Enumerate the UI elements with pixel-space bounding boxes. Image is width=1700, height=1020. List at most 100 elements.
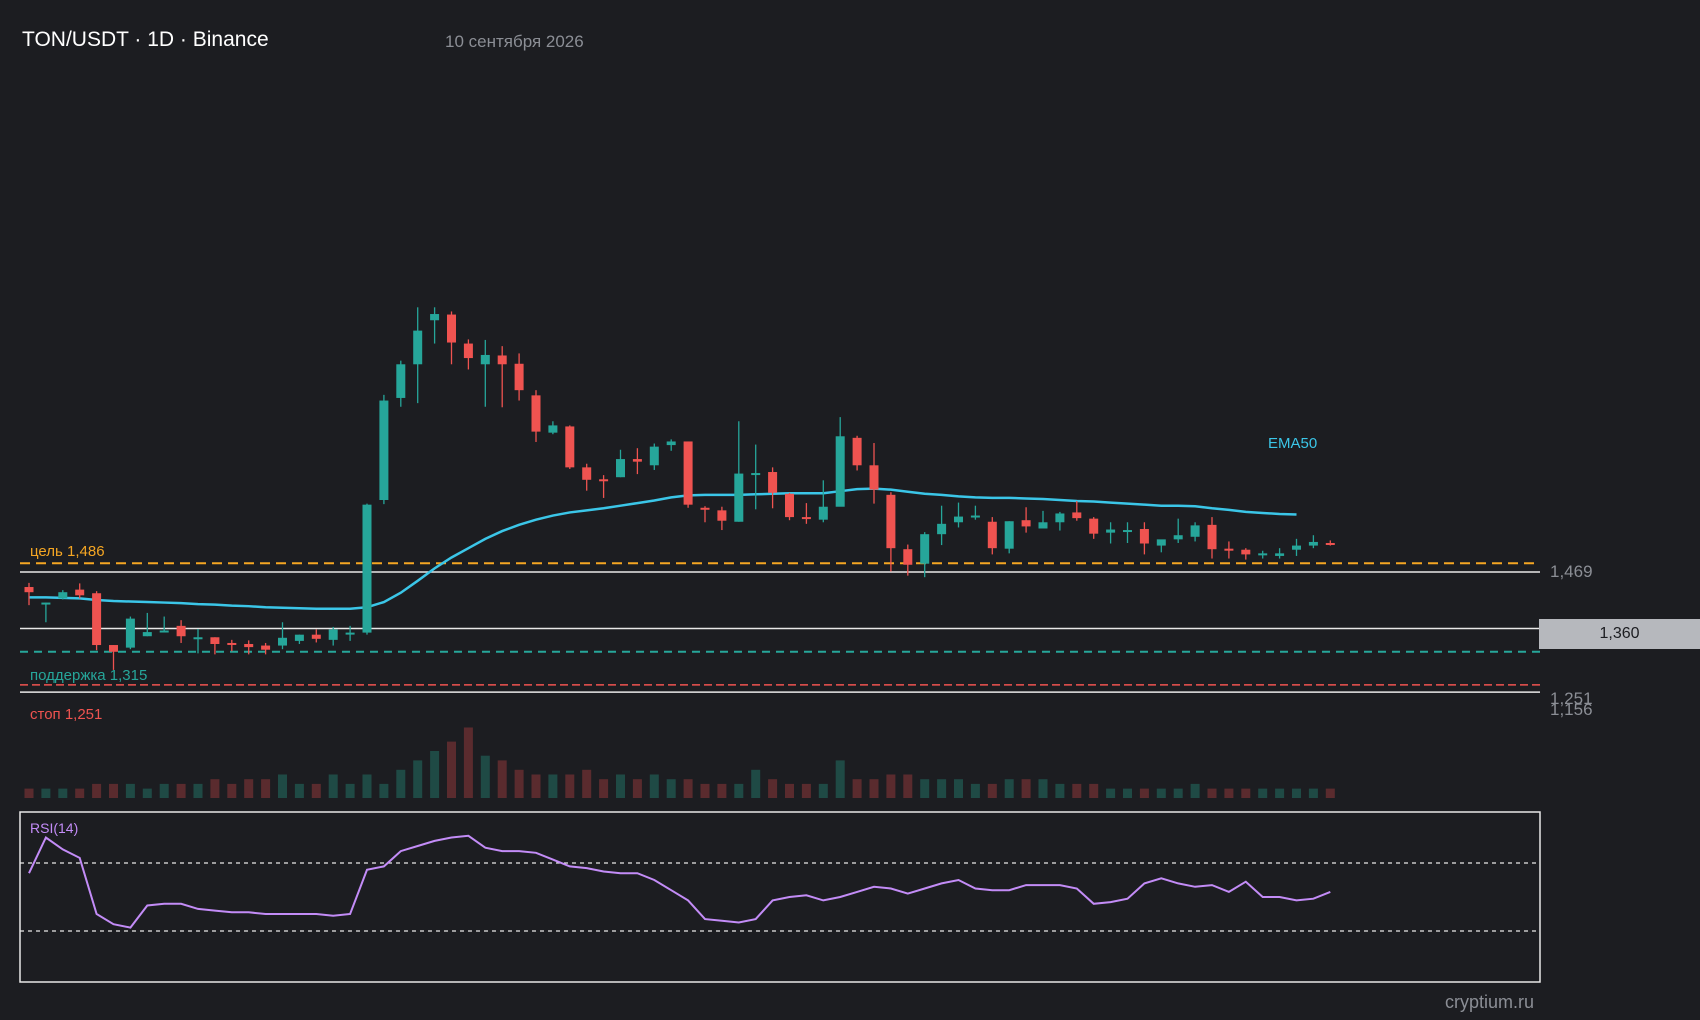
watermark: cryptium.ru: [1445, 992, 1535, 1012]
volume-bar: [818, 783, 828, 798]
candle-body: [41, 602, 51, 605]
volume-bar: [565, 774, 575, 798]
volume-bar: [447, 741, 456, 798]
volume-bar: [1123, 788, 1132, 798]
axis-price-label: 1,156: [1550, 700, 1593, 719]
volume-bar: [1156, 788, 1166, 798]
volume-bar: [176, 783, 186, 798]
candle-body: [328, 629, 338, 640]
volume-bar: [125, 783, 135, 798]
volume-bar: [396, 769, 406, 798]
rsi-label: RSI(14): [30, 820, 79, 836]
candle-body: [852, 437, 862, 466]
candle-body: [632, 459, 642, 462]
volume-bar: [1275, 788, 1285, 798]
candle-body: [751, 473, 761, 476]
volume-bar: [785, 783, 794, 798]
candle-body: [920, 534, 930, 564]
candle-body: [430, 314, 440, 321]
volume-bar: [58, 788, 68, 798]
volume-bar: [227, 783, 237, 798]
volume-bar: [1325, 788, 1335, 798]
candle-body: [1004, 521, 1014, 549]
volume-bar: [1089, 783, 1099, 798]
volume-bar: [75, 788, 85, 798]
volume-bar: [937, 779, 947, 798]
candles: [24, 307, 1335, 670]
volume-bar: [1292, 788, 1301, 798]
candle-body: [58, 592, 68, 599]
volume-bar: [244, 779, 254, 798]
candle-body: [886, 494, 896, 549]
volume-bar: [717, 783, 727, 798]
candle-body: [717, 510, 727, 521]
candle-body: [244, 644, 254, 648]
candle-body: [835, 436, 845, 507]
ema50-line: [29, 487, 1297, 611]
candle-body: [159, 630, 169, 633]
candle-body: [801, 517, 811, 520]
candle-body: [768, 472, 778, 493]
candle-body: [531, 395, 541, 432]
candle-body: [227, 642, 237, 645]
ema50-label: EMA50: [1268, 435, 1318, 452]
candle-body: [970, 515, 980, 518]
volume-bar: [869, 779, 879, 798]
volume-bar: [159, 783, 169, 798]
candle-body: [1139, 529, 1149, 544]
candle-body: [176, 625, 186, 637]
volume-bar: [24, 788, 34, 798]
candle-body: [599, 479, 609, 482]
volume-bar: [362, 774, 372, 798]
axis-price-label: 1,251: [1550, 689, 1593, 708]
volume-bar: [632, 779, 642, 798]
volume-bar: [582, 769, 592, 798]
volume-bar: [1106, 788, 1116, 798]
volume-bar: [514, 769, 524, 798]
volume-bar: [954, 779, 963, 798]
volume-bar: [886, 774, 896, 798]
candle-body: [75, 589, 85, 596]
candle-body: [785, 493, 794, 518]
candle-body: [362, 504, 372, 633]
target-level-label: цель 1,486: [30, 543, 105, 560]
candle-body: [396, 364, 406, 398]
volume-bar: [649, 774, 659, 798]
volume-bar: [1207, 788, 1217, 798]
candle-body: [24, 587, 34, 593]
candle-body: [311, 634, 321, 639]
volume-bar: [278, 774, 287, 798]
candle-body: [1224, 548, 1234, 551]
candle-body: [1173, 535, 1183, 540]
volume-bar: [1038, 779, 1048, 798]
candle-body: [1038, 522, 1048, 529]
candle-body: [616, 459, 625, 478]
volume-bar: [413, 760, 423, 798]
candle-body: [1190, 525, 1200, 537]
support-level-label: поддержка 1,315: [30, 667, 148, 684]
candle-body: [734, 473, 744, 522]
volume-bar: [1190, 783, 1200, 798]
candle-body: [818, 506, 828, 520]
candle-body: [1308, 541, 1318, 546]
rsi-line: [28, 834, 1331, 929]
volume-bar: [1258, 788, 1268, 798]
candle-body: [210, 637, 220, 645]
volume-bar: [751, 769, 761, 798]
volume-bar: [311, 783, 321, 798]
volume-bar: [261, 779, 271, 798]
price-levels: [20, 562, 1540, 693]
candle-body: [700, 507, 710, 510]
volume-bar: [987, 783, 997, 798]
chart-title: TON/USDT · 1D · Binance: [22, 28, 269, 51]
volume-bar: [142, 788, 152, 798]
volume-bar: [463, 727, 473, 798]
candle-body: [514, 363, 524, 391]
candle-body: [649, 446, 659, 466]
candle-body: [1021, 520, 1031, 527]
candle-body: [379, 400, 389, 500]
volume-bar: [1055, 783, 1065, 798]
candle-body: [1292, 545, 1301, 550]
volume-bar: [41, 788, 51, 798]
ema50-path: [29, 487, 1297, 611]
